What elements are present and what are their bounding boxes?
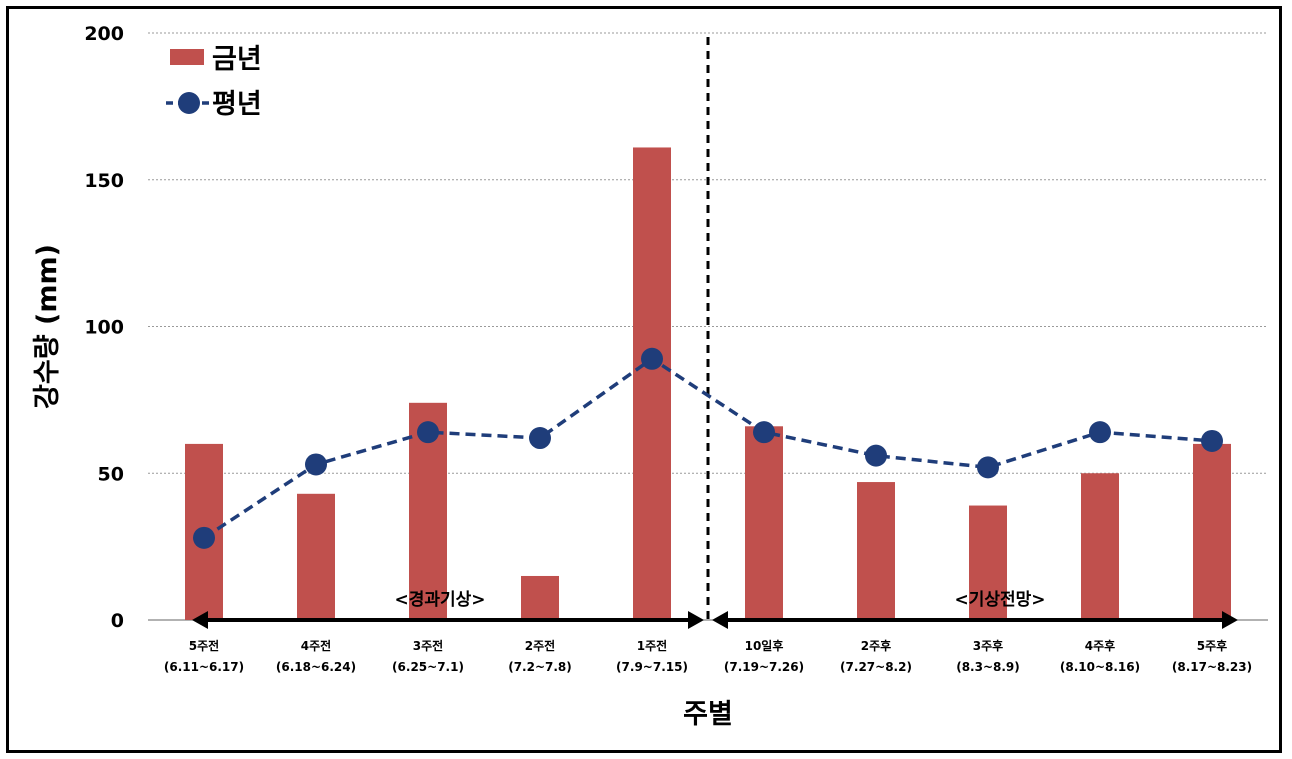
future-period-arrow-head-right [1222,611,1238,629]
bars-this-year [185,147,1231,620]
line-point [977,456,999,479]
y-axis-title: 강수량 (mm) [32,244,63,409]
x-axis-title: 주별 [683,699,733,730]
x-category-sublabel: (6.25~7.1) [392,660,464,674]
bar [633,147,671,620]
line-point [529,427,551,450]
line-point [1089,421,1111,444]
x-category-label: 5주후 [1197,638,1227,653]
x-category-sublabel: (7.19~7.26) [724,660,804,674]
x-category-sublabel: (8.10~8.16) [1060,660,1140,674]
past-period-arrow [192,611,704,629]
x-category-sublabel: (6.18~6.24) [276,660,356,674]
x-category-label: 2주전 [525,638,555,653]
line-point [641,347,663,370]
y-tick-labels: 0 50 100 150 200 [84,23,124,632]
bar [969,505,1007,620]
line-point [865,444,887,467]
y-tick-label: 0 [111,610,124,632]
bar [857,482,895,620]
legend-label-line: 평년 [212,89,262,120]
x-category-sublabel: (8.3~8.9) [956,660,1020,674]
bar [745,426,783,620]
period-annotations: <경과기상> <기상전망> [192,37,1238,629]
y-tick-label: 200 [84,23,124,45]
past-period-arrow-head-right [688,611,704,629]
bar [521,575,559,620]
legend-label-bar: 금년 [212,44,262,75]
line-point [417,421,439,444]
line-point [305,453,327,476]
line-point [1201,429,1223,452]
x-category-label: 5주전 [189,638,219,653]
normal-year-line [203,356,1213,540]
x-category-sublabel: (7.27~8.2) [840,660,912,674]
x-category-label: 2주후 [861,638,891,653]
bar [1193,443,1231,620]
x-category-label: 3주후 [973,638,1003,653]
y-tick-label: 100 [84,317,124,339]
x-category-label: 4주전 [301,638,331,653]
x-category-sublabel: (7.2~7.8) [508,660,572,674]
future-period-label: <기상전망> [954,590,1045,610]
y-tick-label: 150 [84,170,124,192]
x-category-labels: 5주전 (6.11~6.17) 4주전 (6.18~6.24) 3주전 (6.25~7.1… [164,638,1252,674]
x-category-label: 4주후 [1085,638,1115,653]
line-point [753,421,775,444]
line-normal-year [193,347,1223,549]
bar [297,493,335,620]
x-category-sublabel: (7.9~7.15) [616,660,688,674]
line-point [193,526,215,549]
legend-swatch-bar [170,49,204,65]
bar [1081,473,1119,620]
x-category-label: 10일후 [745,638,784,653]
x-category-label: 3주전 [413,638,443,653]
x-category-sublabel: (6.11~6.17) [164,660,244,674]
past-period-arrow-head-left [192,611,208,629]
future-period-arrow-head-left [712,611,728,629]
x-category-sublabel: (8.17~8.23) [1172,660,1252,674]
y-tick-label: 50 [98,463,124,485]
x-category-label: 1주전 [637,638,667,653]
past-period-label: <경과기상> [394,590,485,610]
legend-swatch-marker [178,92,200,114]
future-period-arrow [712,611,1238,629]
